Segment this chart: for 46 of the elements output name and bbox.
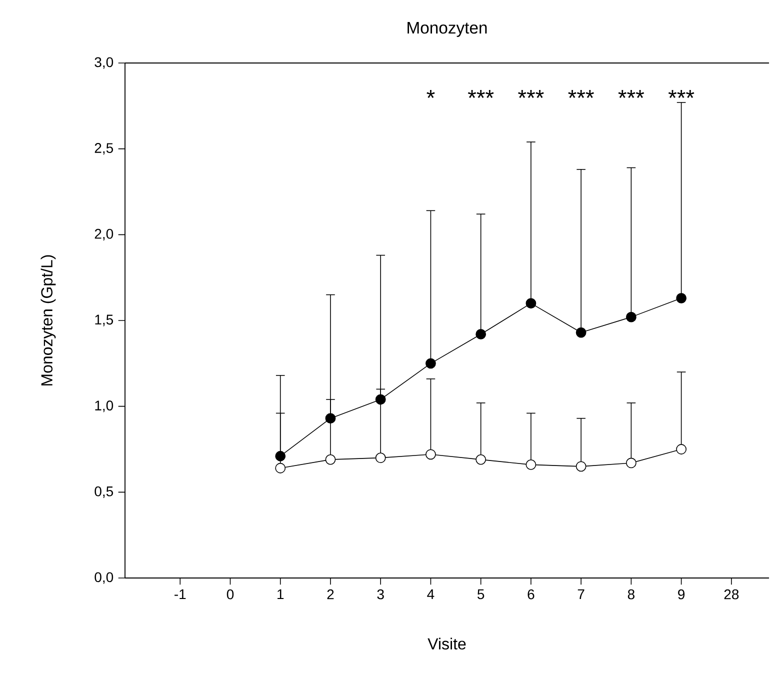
x-tick-label: 3 [377, 589, 384, 600]
x-tick-label: 4 [427, 589, 434, 600]
annotation: *** [468, 90, 494, 98]
y-tick-label: 1,5 [95, 314, 114, 326]
annotation: *** [618, 90, 644, 98]
point [576, 461, 586, 472]
x-tick-label: 6 [528, 589, 534, 600]
point [626, 458, 636, 468]
point [526, 298, 536, 309]
y-tick-label: 2,0 [94, 228, 114, 240]
y-tick-label: 2,5 [94, 143, 114, 155]
x-tick-label: 9 [678, 589, 685, 600]
y-tick-label: 1,0 [95, 400, 114, 412]
point [375, 452, 386, 464]
annotation: *** [568, 90, 594, 98]
x-tick-label: 2 [327, 589, 334, 600]
annotation: *** [668, 90, 694, 98]
y-tick-label: 0,5 [94, 486, 114, 498]
y-axis-title: Monozyten (Gpt/L) [40, 255, 56, 386]
point [576, 327, 586, 338]
annotation: *** [518, 90, 544, 98]
x-tick-label: 8 [628, 589, 634, 600]
point [476, 329, 486, 340]
point [426, 449, 436, 460]
x-tick-label: -1 [174, 589, 186, 600]
x-tick-label: 1 [278, 589, 284, 600]
point [426, 358, 436, 369]
chart-title: Monozyten [408, 22, 487, 37]
point [325, 413, 336, 424]
y-tick-label: 3,0 [94, 57, 114, 69]
x-tick-label: 7 [578, 589, 584, 600]
point [275, 462, 286, 474]
x-tick-label: 28 [724, 589, 739, 600]
point [526, 460, 536, 470]
x-tick-label: 0 [226, 589, 234, 600]
point [626, 312, 636, 322]
point [375, 394, 386, 405]
annotation: * [426, 90, 435, 98]
point [275, 450, 286, 462]
x-axis-title: Visite [428, 638, 466, 650]
point [676, 292, 687, 304]
x-tick-label: 5 [478, 589, 484, 600]
point [676, 444, 687, 454]
point [325, 454, 336, 465]
y-tick-label: 0,0 [94, 572, 114, 584]
point [476, 454, 486, 465]
